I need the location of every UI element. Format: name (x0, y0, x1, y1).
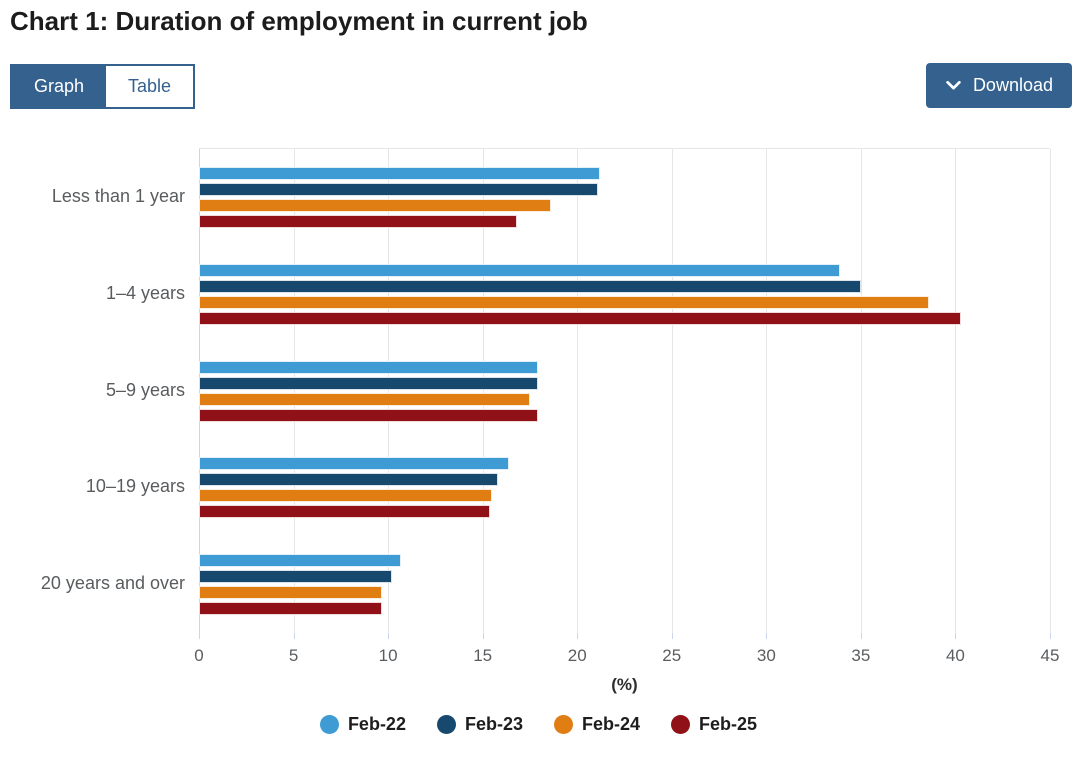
tick-x-35 (860, 633, 862, 639)
legend-dot-feb-22 (319, 715, 339, 734)
tick-x-5 (293, 633, 295, 639)
page-title: Chart 1: Duration of employment in curre… (10, 6, 588, 36)
legend-label-feb-24: Feb-24 (582, 714, 641, 734)
gridline-x-40 (955, 149, 957, 633)
tab-table[interactable]: Table (106, 66, 194, 107)
bar-feb-23-1-4-years (199, 279, 861, 293)
tick-label-x-15: 15 (473, 646, 493, 665)
bar-feb-23-20-years-and-over (199, 570, 392, 584)
tick-x-15 (482, 633, 484, 639)
tick-label-x-30: 30 (756, 646, 776, 665)
chevron-down-icon (945, 77, 962, 94)
gridline-x-45 (1050, 149, 1051, 633)
tick-label-x-40: 40 (945, 646, 965, 665)
download-label: Download (972, 75, 1053, 95)
bar-feb-25-10-19-years (199, 505, 491, 519)
legend-label-feb-22: Feb-22 (347, 714, 406, 734)
category-label-5-9-years: 5–9 years (105, 379, 185, 400)
tick-label-x-45: 45 (1040, 646, 1060, 665)
bar-feb-22-20-years-and-over (199, 554, 402, 568)
plot-area: 0 5 10 15 20 25 30 35 40 45 (194, 148, 1059, 665)
legend-item-feb-24[interactable]: Feb-24 (554, 714, 640, 735)
bar-feb-22-10-19-years (199, 457, 510, 471)
bar-feb-23-10-19-years (199, 473, 498, 487)
legend-item-feb-22[interactable]: Feb-22 (319, 714, 406, 735)
bar-feb-25-1-4-years (199, 311, 962, 325)
bar-feb-25-20-years-and-over (199, 602, 383, 616)
gridline-x-5 (293, 149, 295, 633)
category-label-20-years-and-over: 20 years and over (40, 573, 185, 594)
bar-feb-25-less-than-1-year (199, 214, 517, 228)
tick-label-x-35: 35 (851, 646, 871, 665)
bar-feb-24-less-than-1-year (199, 198, 551, 212)
legend-item-feb-25[interactable]: Feb-25 (671, 714, 757, 735)
legend-item-feb-23[interactable]: Feb-23 (436, 714, 523, 735)
tick-x-30 (766, 633, 768, 639)
tick-x-20 (577, 633, 579, 639)
tick-x-45 (1050, 633, 1051, 639)
gridline-x-25 (671, 149, 673, 633)
legend-dot-feb-25 (671, 715, 691, 734)
bar-feb-23-5-9-years (199, 376, 538, 390)
gridline-x-0 (199, 149, 200, 633)
tick-label-x-25: 25 (662, 646, 682, 665)
x-axis-title: (%) (611, 675, 638, 694)
tab-graph[interactable]: Graph (12, 66, 107, 107)
legend-dot-feb-23 (436, 715, 456, 734)
download-button[interactable]: Download (925, 63, 1072, 108)
category-label-less-than-1-year: Less than 1 year (51, 185, 185, 206)
category-label-10-19-years: 10–19 years (85, 476, 185, 497)
tick-label-x-0: 0 (194, 646, 204, 665)
tick-x-10 (388, 633, 390, 639)
category-label-1-4-years: 1–4 years (105, 282, 185, 303)
gridline-x-10 (388, 149, 390, 633)
gridline-x-35 (860, 149, 862, 633)
bar-feb-23-less-than-1-year (199, 182, 599, 196)
legend-label-feb-23: Feb-23 (464, 714, 523, 734)
bar-feb-24-5-9-years (199, 392, 530, 406)
tick-label-x-20: 20 (567, 646, 587, 665)
legend: Feb-22 Feb-23 Feb-24 Feb-25 (0, 714, 1077, 735)
tick-label-x-5: 5 (288, 646, 299, 665)
gridline-x-30 (766, 149, 768, 633)
legend-dot-feb-24 (554, 715, 573, 734)
gridline-x-15 (482, 149, 484, 633)
tick-label-x-10: 10 (378, 646, 398, 665)
bar-feb-24-10-19-years (199, 489, 493, 503)
gridline-x-20 (577, 149, 579, 633)
bar-feb-22-less-than-1-year (199, 166, 600, 180)
tick-x-0 (199, 633, 200, 639)
bar-feb-24-1-4-years (199, 295, 929, 309)
bar-feb-25-5-9-years (199, 408, 538, 422)
bar-feb-22-5-9-years (199, 360, 538, 374)
tick-x-40 (955, 633, 957, 639)
bar-feb-24-20-years-and-over (199, 586, 383, 600)
view-toggle: Graph Table (10, 64, 196, 109)
tick-x-25 (671, 633, 673, 639)
bar-feb-22-1-4-years (199, 263, 841, 277)
legend-label-feb-25: Feb-25 (699, 714, 758, 734)
